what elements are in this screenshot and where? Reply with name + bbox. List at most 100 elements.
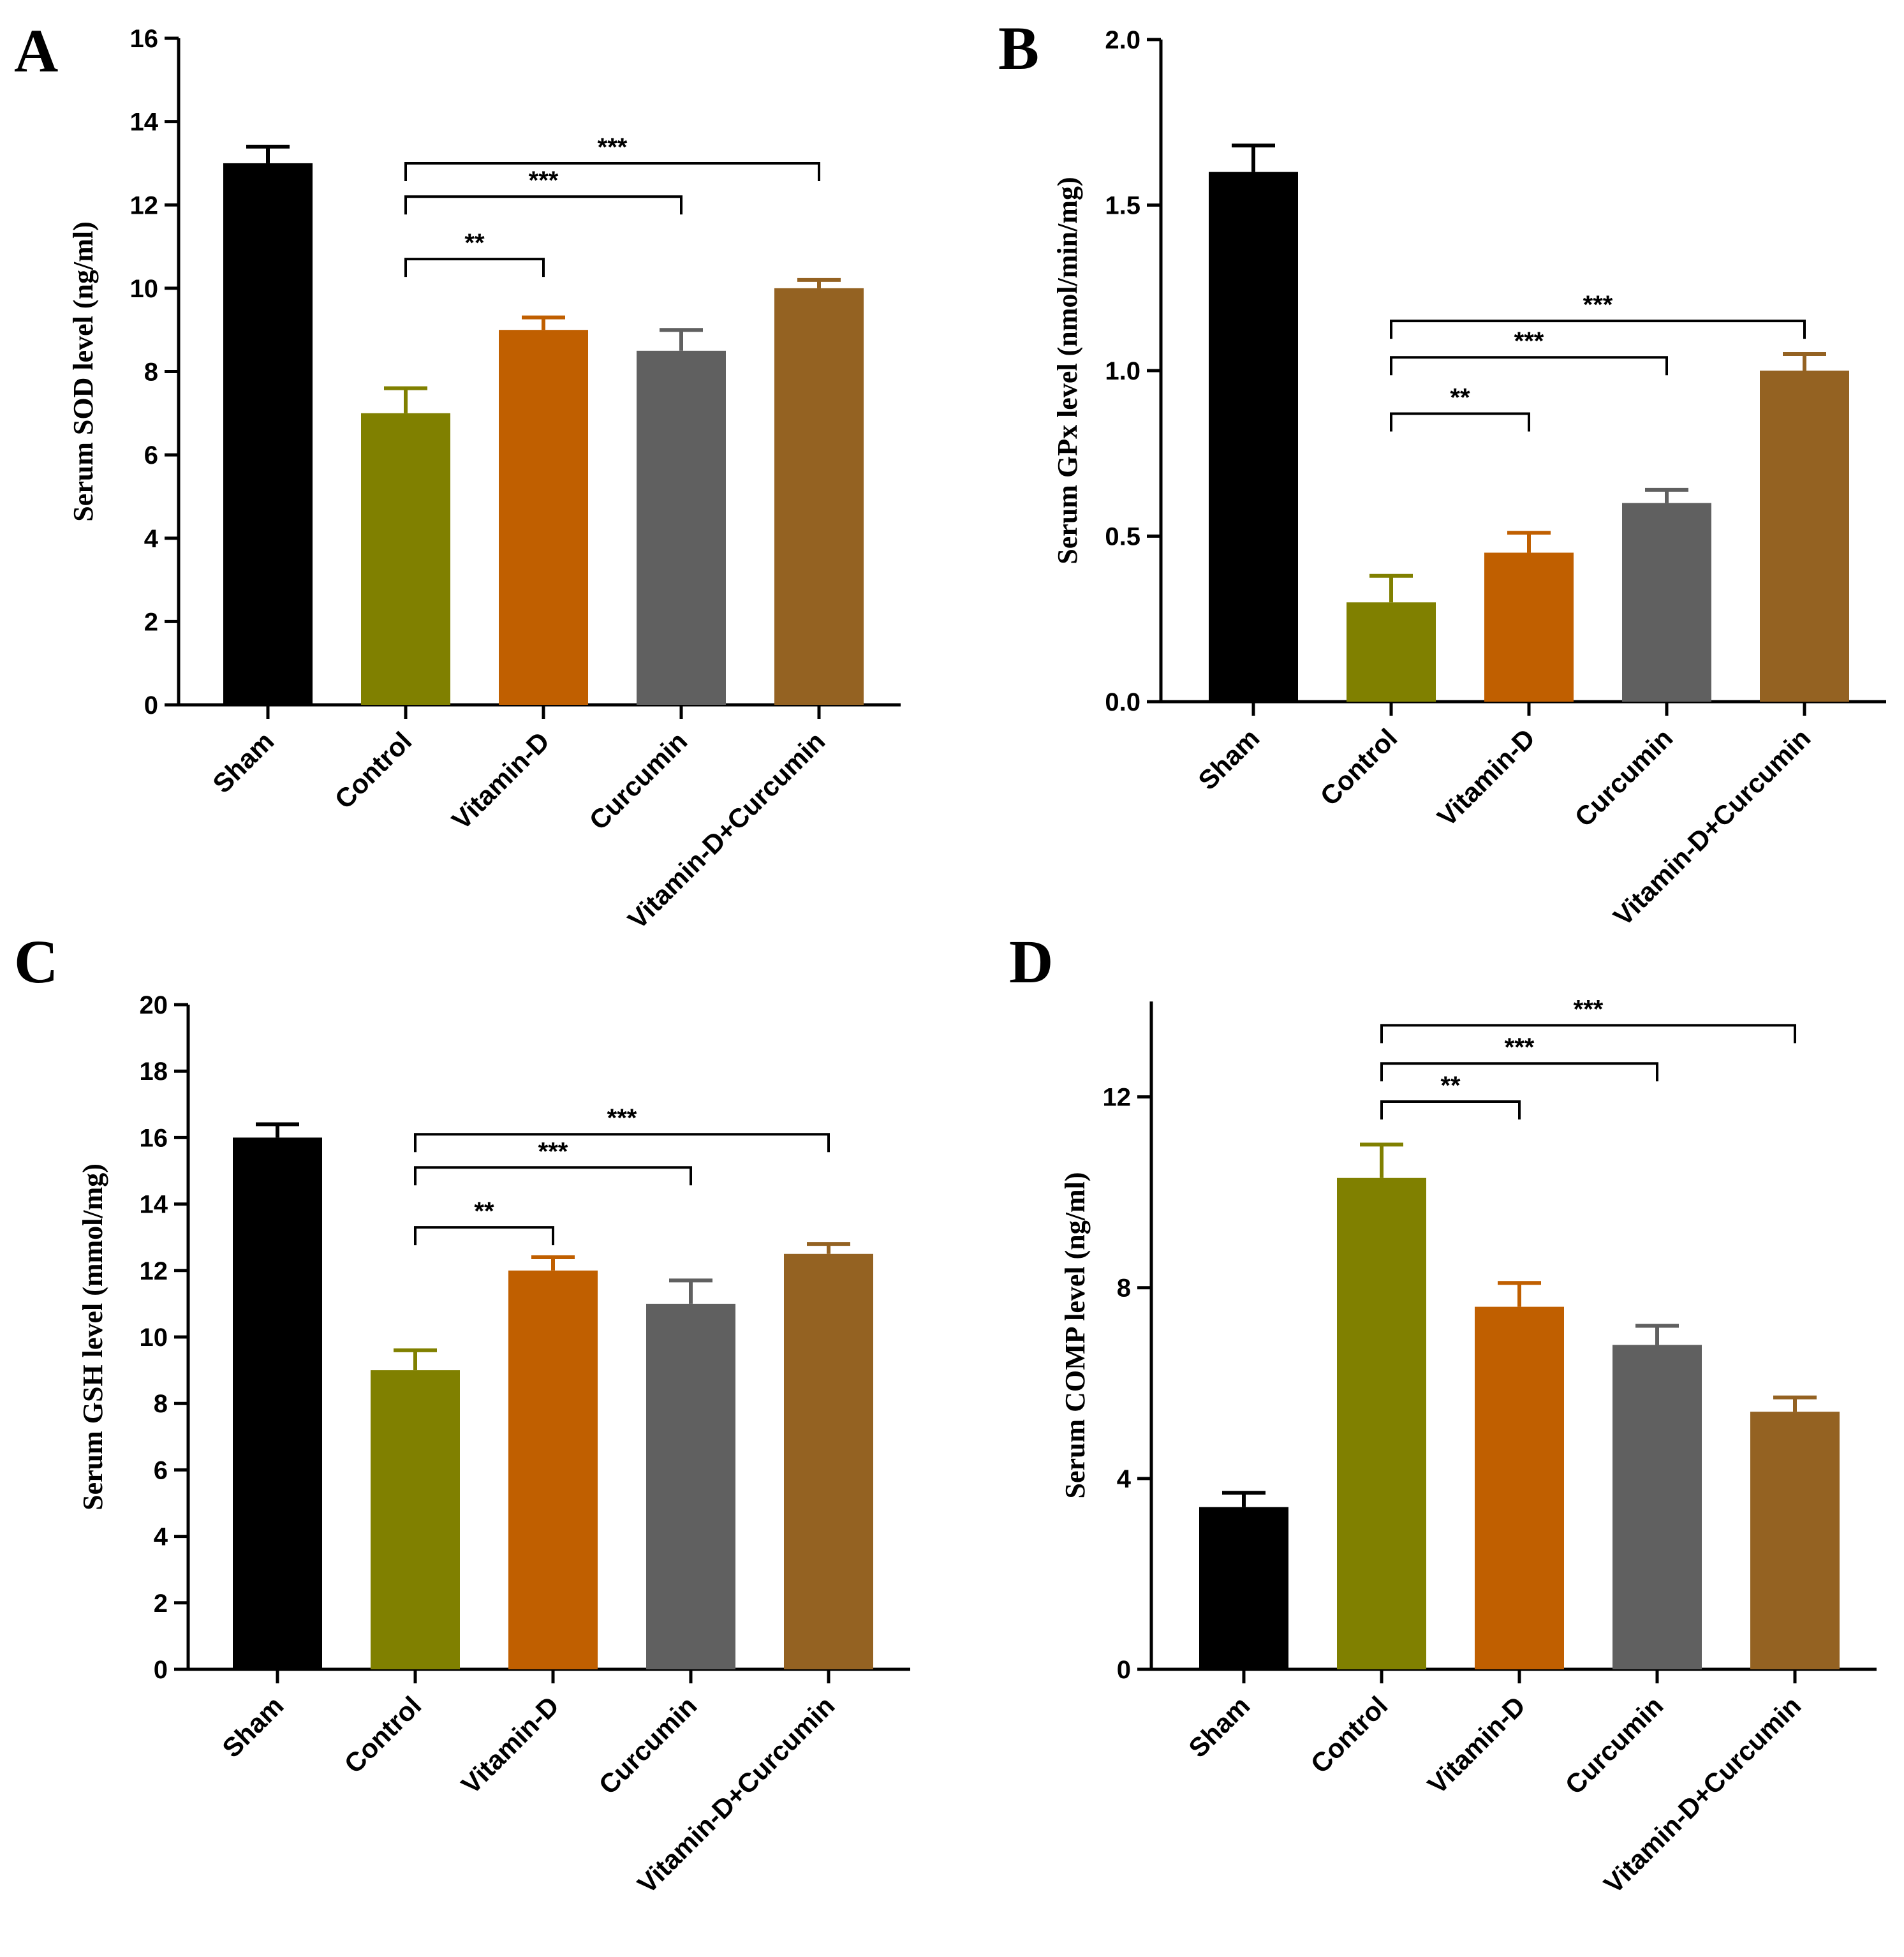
panel-d-significance-label: *** bbox=[1505, 1033, 1535, 1061]
panel-d-significance-bracket bbox=[1380, 1062, 1658, 1082]
panel-c-x-label-vitamin-d: Vitamin-D bbox=[455, 1690, 565, 1799]
panel-d-bar-curcumin bbox=[1612, 1345, 1702, 1669]
panel-b-x-label-vitamin-d: Vitamin-D bbox=[1431, 723, 1540, 832]
panel-a-bar-curcumin bbox=[637, 350, 726, 705]
panel-c-significance-bracket bbox=[414, 1133, 830, 1153]
panel-d-significance-label: *** bbox=[1574, 995, 1604, 1023]
panel-d-x-label-control: Control bbox=[1305, 1690, 1394, 1779]
panel-a-y-tick-label: 8 bbox=[144, 358, 158, 387]
panel-d-letter: D bbox=[1009, 927, 1053, 996]
panel-c-y-axis-title: Serum GSH level (mmol/mg) bbox=[77, 1163, 108, 1510]
panel-d-y-axis-title: Serum COMP level (ng/ml) bbox=[1059, 1172, 1091, 1498]
panel-c-y-tick-label: 8 bbox=[154, 1390, 168, 1418]
panel-c-y-tick-label: 12 bbox=[140, 1257, 168, 1285]
panel-a-bar-vitamin-d-curcumin bbox=[774, 288, 864, 705]
panel-c-y-tick-label: 20 bbox=[140, 991, 168, 1019]
panel-d: D Serum COMP level (ng/ml) 0 4 8 12 Sham Contro… bbox=[1009, 927, 1877, 1899]
panel-b-y-tick-label: 1.5 bbox=[1105, 192, 1140, 220]
panel-c-significance-label: *** bbox=[538, 1137, 568, 1165]
panel-a-significance-bracket bbox=[404, 258, 545, 277]
panel-b-bar-sham bbox=[1209, 172, 1298, 702]
panel-b-significance-label: *** bbox=[1583, 291, 1613, 319]
panel-b-significance-bracket bbox=[1390, 320, 1806, 339]
panel-c-x-label-curcumin: Curcumin bbox=[593, 1690, 703, 1800]
panel-c-y-tick-label: 10 bbox=[140, 1324, 168, 1352]
panel-b-significance-label: ** bbox=[1450, 383, 1470, 411]
panel-d-bar-vitamin-d bbox=[1475, 1306, 1564, 1669]
panel-a-y-tick-label: 2 bbox=[144, 608, 158, 636]
panel-b-y-tick-label: 0.5 bbox=[1105, 523, 1140, 551]
panel-d-y-tick-label: 8 bbox=[1117, 1274, 1131, 1303]
panel-b-letter: B bbox=[998, 14, 1039, 82]
panel-b-y-axis-title: Serum GPx level (nmol/min/mg) bbox=[1052, 177, 1083, 564]
panel-b-significance-label: *** bbox=[1514, 327, 1544, 355]
panel-b: B Serum GPx level (nmol/min/mg) 0.0 0.5 1.0 1… bbox=[998, 14, 1886, 931]
panel-a-x-label-control: Control bbox=[329, 726, 418, 815]
panel-b-y-tick-label: 0.0 bbox=[1105, 688, 1140, 716]
panel-a-x-label-sham: Sham bbox=[207, 726, 279, 799]
panel-b-bar-vitamin-d-curcumin bbox=[1760, 371, 1849, 702]
panel-a-y-tick-label: 4 bbox=[144, 525, 159, 553]
panel-b-x-label-curcumin: Curcumin bbox=[1569, 723, 1679, 832]
panel-b-x-label-control: Control bbox=[1315, 723, 1403, 811]
panel-c-bar-curcumin bbox=[646, 1303, 735, 1669]
panel-d-significance-bracket bbox=[1380, 1024, 1796, 1044]
panel-c-y-tick-label: 2 bbox=[154, 1590, 168, 1618]
panel-d-significance-label: ** bbox=[1440, 1072, 1461, 1100]
panel-a-significance-label: *** bbox=[598, 133, 628, 161]
panel-c-bar-control bbox=[371, 1370, 460, 1669]
panel-c-x-label-control: Control bbox=[339, 1690, 427, 1779]
panel-a-y-tick-label: 12 bbox=[130, 191, 159, 219]
panel-a-y-tick-label: 10 bbox=[130, 275, 159, 303]
panel-a-significance-label: *** bbox=[529, 166, 559, 195]
panel-a-y-tick-label: 14 bbox=[130, 108, 159, 137]
panel-c-y-tick-label: 18 bbox=[140, 1058, 168, 1086]
panel-a-y-tick-label: 0 bbox=[144, 691, 158, 720]
panel-d-significance-bracket bbox=[1380, 1100, 1521, 1120]
panel-a-y-axis-title: Serum SOD level (ng/ml) bbox=[68, 221, 99, 522]
panel-d-x-label-sham: Sham bbox=[1183, 1690, 1255, 1763]
panel-d-x-label-vitamin-d: Vitamin-D bbox=[1422, 1690, 1531, 1799]
panel-b-bar-curcumin bbox=[1622, 503, 1711, 702]
panel-b-x-label-sham: Sham bbox=[1192, 723, 1265, 795]
panel-a-y-tick-label: 16 bbox=[130, 25, 159, 53]
panel-b-bar-control bbox=[1347, 602, 1436, 702]
panel-b-significance-bracket bbox=[1390, 412, 1530, 432]
panel-c-bar-vitamin-d-curcumin bbox=[784, 1253, 873, 1669]
panel-c-significance-bracket bbox=[414, 1166, 692, 1186]
panel-c-x-label-sham: Sham bbox=[216, 1690, 289, 1763]
panel-b-significance-bracket bbox=[1390, 356, 1668, 376]
panel-d-bar-control bbox=[1337, 1178, 1426, 1669]
panel-a-significance-bracket bbox=[404, 195, 683, 215]
panel-a-bar-control bbox=[361, 413, 450, 705]
panel-c-y-tick-label: 4 bbox=[154, 1523, 168, 1551]
panel-c-letter: C bbox=[14, 927, 58, 996]
panel-a-significance-bracket bbox=[404, 161, 820, 181]
panel-d-y-tick-label: 4 bbox=[1117, 1465, 1132, 1493]
panel-a-letter: A bbox=[14, 17, 58, 85]
panel-c-bar-sham bbox=[233, 1137, 322, 1669]
panel-c-significance-label: *** bbox=[607, 1104, 637, 1132]
panel-c-bar-vitamin-d bbox=[508, 1270, 598, 1669]
panel-a: A Serum SOD level (ng/ml) 0 2 4 6 8 10 12 14 16 Sha… bbox=[14, 17, 901, 934]
panel-a-bar-vitamin-d bbox=[499, 330, 588, 705]
panel-a-x-label-vitamin-d: Vitamin-D bbox=[446, 726, 555, 835]
panel-a-x-label-curcumin: Curcumin bbox=[584, 726, 693, 836]
panel-d-bar-vitamin-d-curcumin bbox=[1750, 1412, 1840, 1669]
panel-b-bar-vitamin-d bbox=[1484, 552, 1574, 702]
panel-a-bar-sham bbox=[223, 163, 313, 705]
panel-d-y-tick-label: 12 bbox=[1103, 1084, 1132, 1112]
panel-c-significance-bracket bbox=[414, 1226, 554, 1246]
panel-b-y-tick-label: 1.0 bbox=[1105, 357, 1140, 385]
panel-c-y-tick-label: 0 bbox=[154, 1656, 168, 1684]
panel-a-y-tick-label: 6 bbox=[144, 441, 158, 469]
panel-b-y-tick-label: 2.0 bbox=[1105, 26, 1140, 54]
panel-c-y-tick-label: 14 bbox=[140, 1191, 168, 1219]
panel-d-bar-sham bbox=[1199, 1507, 1288, 1669]
panel-a-significance-label: ** bbox=[464, 229, 485, 257]
panel-d-x-label-curcumin: Curcumin bbox=[1560, 1690, 1669, 1800]
panel-c: C Serum GSH level (mmol/mg) 0 2 4 6 8 10 12 14 16 1… bbox=[14, 927, 910, 1899]
panel-c-y-tick-label: 16 bbox=[140, 1124, 168, 1152]
panel-c-y-tick-label: 6 bbox=[154, 1456, 168, 1484]
